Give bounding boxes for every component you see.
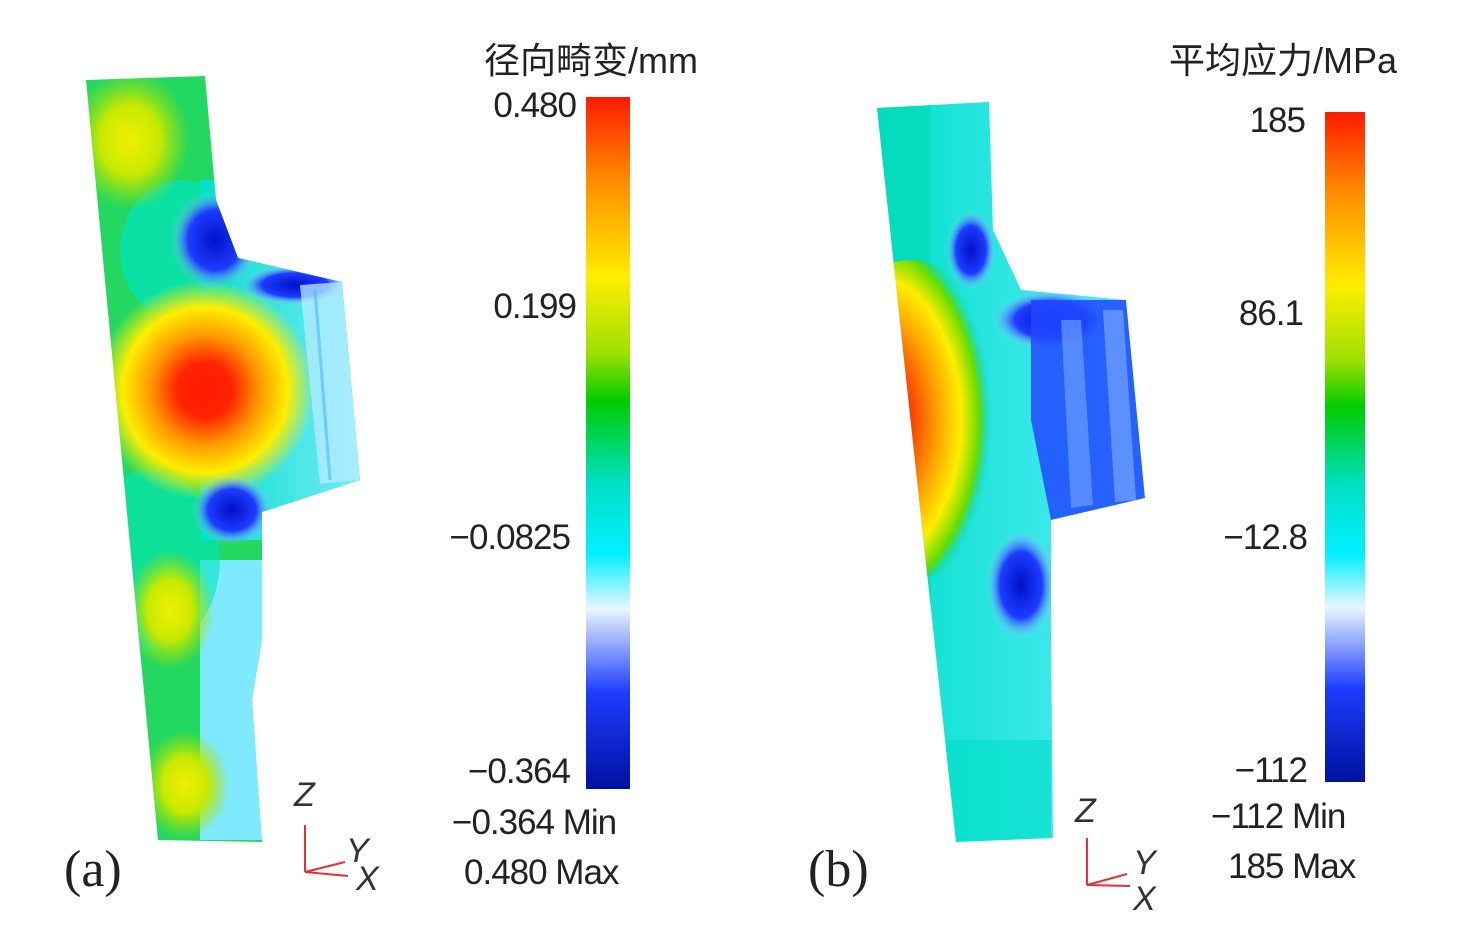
axis-triad-a — [304, 825, 349, 877]
legend-title: 平均应力/MPa — [1169, 40, 1398, 81]
axis-triad-b — [1086, 838, 1131, 887]
colorbar-tick-label: −12.8 — [1223, 518, 1308, 557]
min-value-label: −0.364 Min — [452, 803, 617, 842]
max-value-label: 185 Max — [1228, 847, 1356, 886]
panel-label: (b) — [808, 841, 869, 898]
axis-x-label: X — [356, 860, 379, 898]
contour-model-a — [86, 76, 630, 877]
axis-z-label: Z — [1075, 792, 1096, 830]
max-value-label: 0.480 Max — [464, 853, 619, 892]
colorbar-tick-label: −0.0825 — [449, 518, 571, 557]
axis-x-label: X — [1133, 880, 1156, 918]
colorbar-tick-label: −112 — [1234, 751, 1308, 790]
colorbar-tick-label: 86.1 — [1238, 294, 1304, 333]
colorbar-tick-label: 185 — [1249, 101, 1306, 140]
panel-label: (a) — [64, 841, 122, 898]
colorbar-tick-label: −0.364 — [467, 752, 571, 791]
axis-y-label: Y — [346, 832, 369, 870]
model-body-a — [86, 76, 360, 842]
min-value-label: −112 Min — [1211, 797, 1346, 836]
contour-model-b — [877, 102, 1365, 887]
legend-title: 径向畸变/mm — [484, 40, 698, 81]
panel-radial-distortion: 径向畸变/mm 0.480 0.199 −0.0825 −0.364 −0.36… — [64, 40, 698, 898]
colorbar-a — [586, 97, 630, 789]
axis-z-label: Z — [294, 776, 315, 814]
colorbar-tick-label: 0.199 — [493, 287, 577, 326]
panel-mean-stress: 平均应力/MPa 185 86.1 −12.8 −112 −112 Min 18… — [731, 0, 1462, 941]
model-body-b — [877, 102, 1145, 842]
colorbar-b — [1325, 112, 1365, 782]
axis-y-label: Y — [1133, 844, 1156, 882]
colorbar-tick-label: 0.480 — [493, 86, 577, 125]
